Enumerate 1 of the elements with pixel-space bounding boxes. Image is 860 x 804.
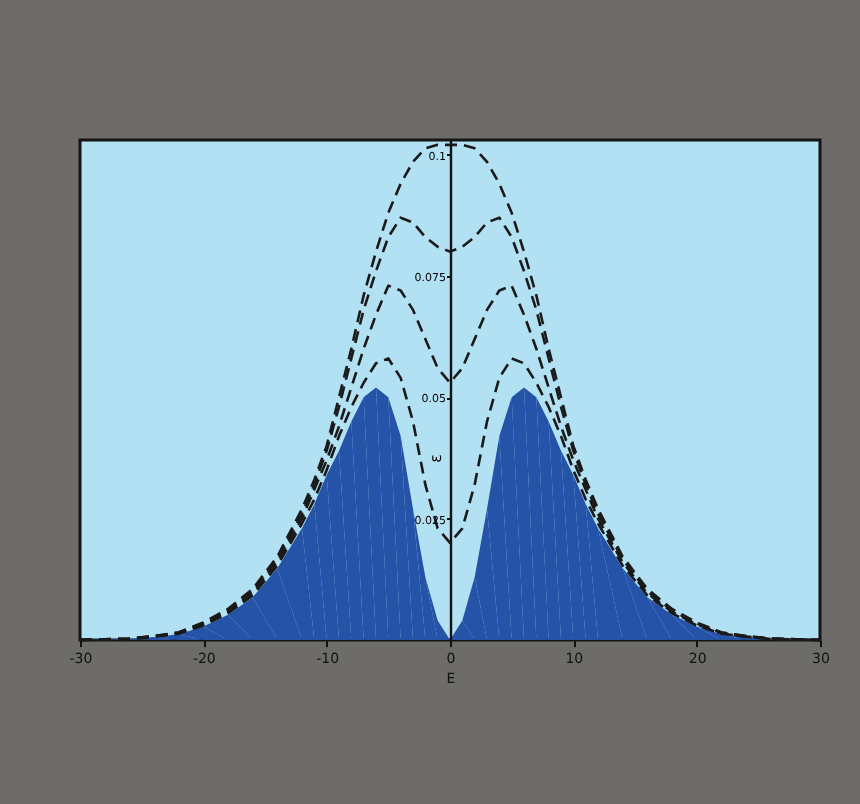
- y-axis-title: ε: [427, 454, 445, 463]
